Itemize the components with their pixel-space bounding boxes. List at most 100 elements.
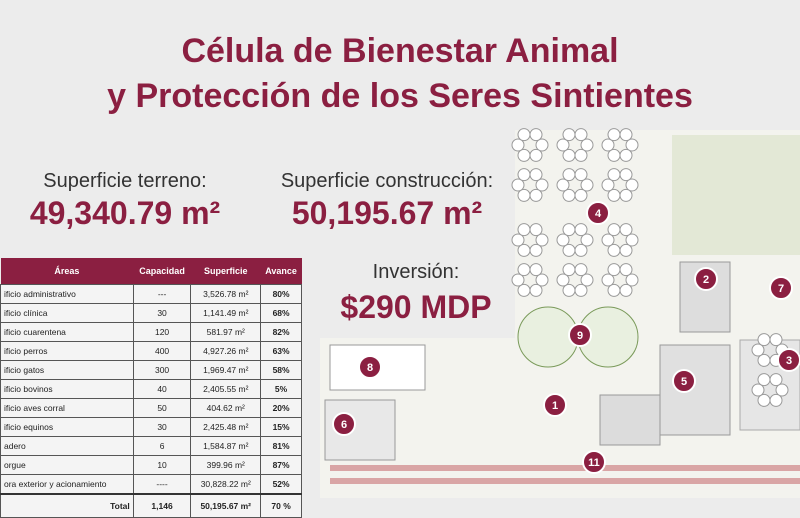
table-cell: Total [0,493,134,518]
marker [568,323,592,347]
hex-unit [562,128,576,142]
table-row: ificio bovinos 40 2,405.55 m² 5% [0,379,302,399]
table-cell: ---- [132,474,192,495]
table-cell: 52% [260,474,302,495]
table-cell: 4,927.26 m² [190,341,262,361]
hex-unit [529,223,543,237]
hex-unit [511,138,525,152]
table-row: Total 1,146 50,195.67 m² 70 % [0,493,302,518]
table-cell: Áreas [0,258,134,285]
areas-table: Áreas Capacidad Superficie Avance ificio adm… [0,258,302,518]
hex-unit [574,283,588,297]
hex-unit [751,383,765,397]
hex-unit [607,188,621,202]
table-row: ificio equinos 30 2,425.48 m² 15% [0,417,302,437]
marker [694,267,718,291]
table-cell: Capacidad [133,258,191,285]
table-cell: Avance [260,258,302,285]
hex-unit [580,138,594,152]
title: y Protección de los Seres Sintientes [107,77,693,115]
marker-label: 2 [703,274,709,286]
hex-unit [517,188,531,202]
hex-unit [601,233,615,247]
hex-unit [619,128,633,142]
hex-unit [775,383,789,397]
table-cell: ificio cuarentena [0,322,134,342]
table-cell: 399.96 m² [190,455,262,475]
table-cell: 404.62 m² [190,398,262,418]
table-row: ificio aves corral 50 404.62 m² 20% [0,398,302,418]
table-row: ora exterior y acionamiento ---- 30,828.22… [0,474,302,495]
hex-unit [601,273,615,287]
hex-unit [619,168,633,182]
hex-unit [607,243,621,257]
hex-unit [511,233,525,247]
hex-unit [574,128,588,142]
table-cell: 10 [132,455,192,475]
hex-unit [619,263,633,277]
title: Célula de Bienestar Animal [181,32,618,70]
hex-unit [580,233,594,247]
hex-unit [757,353,771,367]
stat-value: 50,195.67 m² [292,195,482,231]
building [599,394,661,446]
table-cell: 20% [260,398,302,418]
hex-unit [517,223,531,237]
site-plan: 4 2 7 3 9 8 5 1 6 11 [320,128,800,498]
hex-unit [607,223,621,237]
hex-unit [769,333,783,347]
table-cell: 30 [132,417,192,437]
hex-unit [535,273,549,287]
marker-label: 5 [681,376,687,388]
hex-unit [556,138,570,152]
table-cell: 300 [132,360,192,380]
hex-unit [517,128,531,142]
table-cell: ificio clínica [0,303,134,323]
parking [330,465,800,471]
table-cell: 1,141.49 m² [190,303,262,323]
hex-unit [619,223,633,237]
table-cell: 6 [132,436,192,456]
page: 4 2 7 3 9 8 5 1 6 11 Célula de Bienestar Animal y… [0,32,800,518]
marker [777,348,800,372]
table-cell: ificio administrativo [0,284,134,304]
hex-unit [535,138,549,152]
table-cell: 63% [260,341,302,361]
table-cell: ificio perros [0,341,134,361]
stat-value: 49,340.79 m² [30,195,220,231]
hex-unit [601,138,615,152]
marker-label: 9 [577,330,583,342]
table-row: adero 6 1,584.87 m² 81% [0,436,302,456]
table-cell: 81% [260,436,302,456]
hex-unit [757,333,771,347]
table-cell: 70 % [260,493,302,518]
marker [586,201,610,225]
table-cell: 2,425.48 m² [190,417,262,437]
hex-unit [574,263,588,277]
hex-unit [757,373,771,387]
marker [769,276,793,300]
hex-unit [517,148,531,162]
table-cell: 50 [132,398,192,418]
marker-label: 6 [341,419,347,431]
hex-unit [562,148,576,162]
table-cell: 3,526.78 m² [190,284,262,304]
marker-label: 3 [786,355,792,367]
hex-unit [769,373,783,387]
table-cell: ificio bovinos [0,379,134,399]
hex-unit [517,283,531,297]
hex-unit [625,178,639,192]
hex-unit [619,243,633,257]
stat-label: Superficie construcción: [281,170,493,192]
hex-unit [757,393,771,407]
table-cell: ificio gatos [0,360,134,380]
hex-unit [562,283,576,297]
hex-unit [619,283,633,297]
table-row: ificio gatos 300 1,969.47 m² 58% [0,360,302,380]
hex-unit [529,263,543,277]
hex-unit [517,243,531,257]
hex-unit [607,128,621,142]
hex-unit [625,138,639,152]
marker-label: 7 [778,283,784,295]
table-cell: 58% [260,360,302,380]
